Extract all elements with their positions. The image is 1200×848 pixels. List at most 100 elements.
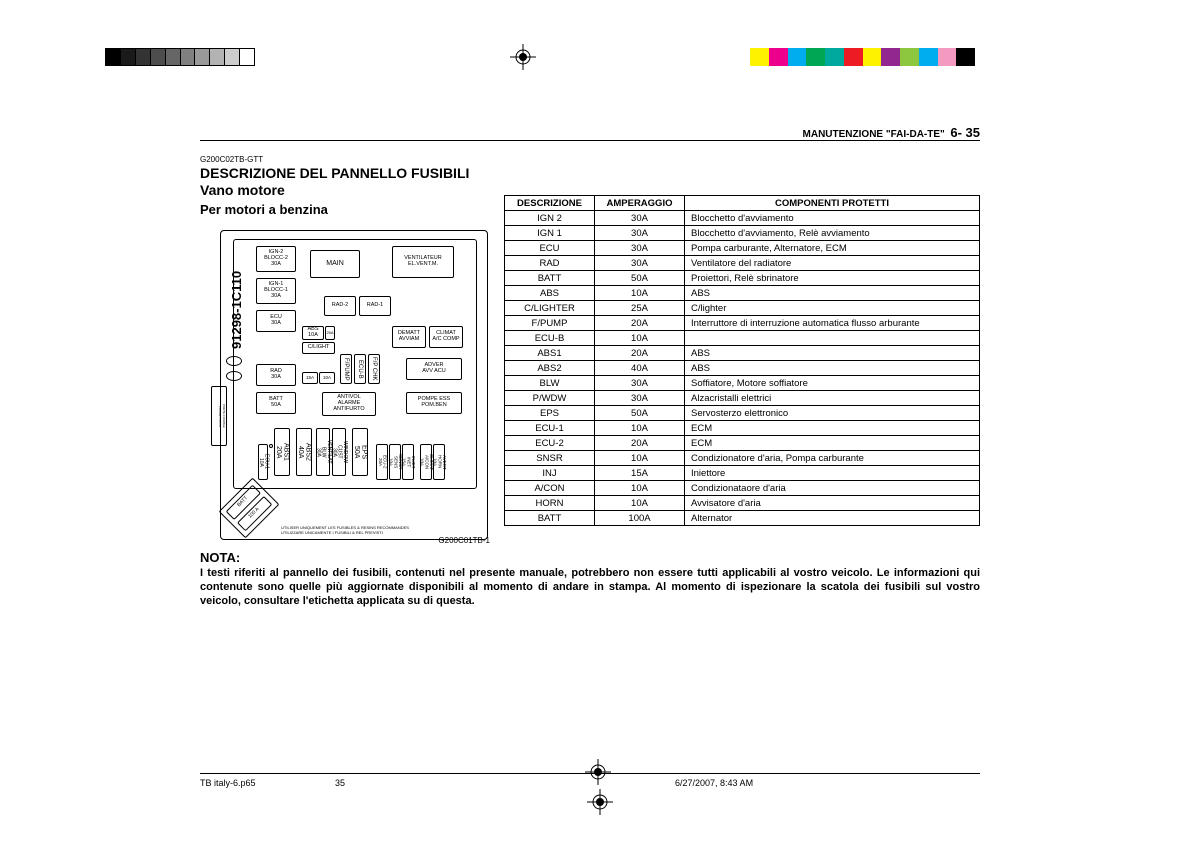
cell-descrizione: C/LIGHTER [505,301,595,316]
reference-code: G200C02TB-GTT [200,155,263,164]
printer-marks-top [0,38,1200,78]
cell-descrizione: SNSR [505,451,595,466]
cell-descrizione: BATT [505,271,595,286]
col-descrizione: DESCRIZIONE [505,196,595,211]
color-swatch [825,48,844,66]
table-row: ABS10AABS [505,286,980,301]
color-swatch [844,48,863,66]
cell-descrizione: F/PUMP [505,316,595,331]
cell-amperaggio: 30A [595,256,685,271]
engine-subtitle: Per motori a benzina [200,202,328,217]
fuse-climat: CLIMATA/C COMP [429,326,463,348]
footer-filename: TB italy-6.p65 [200,778,256,788]
color-swatch [938,48,957,66]
cell-amperaggio: 20A [595,316,685,331]
nota-body: I testi riferiti al pannello dei fusibil… [200,567,980,608]
cell-descrizione: INJ [505,466,595,481]
spare-fuse-holder: PORTE FUSIBLEPOSSETTA PO [211,386,227,446]
cell-descrizione: ABS1 [505,346,595,361]
color-swatch [769,48,788,66]
table-header-row: DESCRIZIONE AMPERAGGIO COMPONENTI PROTET… [505,196,980,211]
table-row: INJ15AIniettore [505,466,980,481]
cell-descrizione: EPS [505,406,595,421]
grayscale-calibration-strip [105,48,255,66]
cell-componenti: Alternator [685,511,980,526]
fuse-abs1: ABS120A [274,428,290,476]
registration-mark-icon [587,789,613,815]
gray-swatch [165,48,180,66]
table-row: F/PUMP20AInterruttore di interruzione au… [505,316,980,331]
cell-componenti: Alzacristalli elettrici [685,391,980,406]
fuse-fpchk: F/P CHK [368,354,380,384]
section-label: MANUTENZIONE "FAI-DA-TE" [803,129,945,140]
fuse-batt50: BATT50A [256,392,296,414]
table-row: BLW30ASoffiatore, Motore soffiatore [505,376,980,391]
cell-componenti: Soffiatore, Motore soffiatore [685,376,980,391]
color-swatch [881,48,900,66]
color-swatch [806,48,825,66]
cell-amperaggio: 30A [595,211,685,226]
cell-componenti: C/lighter [685,301,980,316]
cell-componenti: Blocchetto d'avviamento [685,211,980,226]
gray-swatch [239,48,255,66]
cell-componenti: ABS [685,361,980,376]
page-footer: TB italy-6.p65 35 6/27/2007, 8:43 AM [200,773,980,778]
color-swatch [788,48,807,66]
cell-descrizione: IGN 2 [505,211,595,226]
cell-componenti [685,331,980,346]
fuse-abs10: ABS10A [302,326,324,340]
fusebox-outer-frame: 91298-1C110 IGN-2BLOCC-230A IGN-1BLOCC-1… [220,230,488,540]
fuse-rad1: RAD-1 [359,296,391,316]
fuse-ecu2: ECU-220A [376,444,388,480]
footer-pagenum: 35 [335,778,345,788]
fuse-acon: CLIMATA/CON10A [420,444,432,480]
fuse-ventilateur: VENTILATEUREL.VENT.M. [392,246,454,278]
table-row: A/CON10ACondizionataore d'aria [505,481,980,496]
fuse-ecub: ECU-B [354,354,366,384]
gray-swatch [209,48,224,66]
cell-componenti: Servosterzo elettronico [685,406,980,421]
fuse-10a: 10A [319,372,335,384]
fuse-snsr: SENSRSENS10A [389,444,401,480]
fuse-vent30: VENTILATBLW30A [316,428,330,476]
table-row: ECU-B10A [505,331,980,346]
fuse-panel-diagram: 91298-1C110 IGN-2BLOCC-230A IGN-1BLOCC-1… [200,228,490,543]
cell-amperaggio: 20A [595,346,685,361]
diagram-caption: G200C01TB-1 [438,536,490,545]
cell-descrizione: ABS2 [505,361,595,376]
warning-line2: UTILIZZARE UNICAMENTE I FUSIBILI & REL P… [281,530,383,535]
cell-componenti: ABS [685,346,980,361]
table-row: ECU-220AECM [505,436,980,451]
cell-amperaggio: 10A [595,331,685,346]
table-row: HORN10AAvvisatore d'aria [505,496,980,511]
fuse-rad: RAD30A [256,364,296,386]
color-calibration-strip [750,48,975,66]
cell-amperaggio: 30A [595,391,685,406]
cell-amperaggio: 10A [595,481,685,496]
cell-descrizione: ECU-B [505,331,595,346]
cell-amperaggio: 40A [595,361,685,376]
color-swatch [900,48,919,66]
table-row: BATT50AProiettori, Relè sbrinatore [505,271,980,286]
fuse-eps: EPS50A [352,428,368,476]
table-row: SNSR10ACondizionatore d'aria, Pompa carb… [505,451,980,466]
cell-amperaggio: 15A [595,466,685,481]
cell-componenti: Iniettore [685,466,980,481]
table-row: BATT100AAlternator [505,511,980,526]
cell-descrizione: RAD [505,256,595,271]
cell-amperaggio: 100A [595,511,685,526]
cell-descrizione: BLW [505,376,595,391]
diagram-warning-text: UTILISER UNIQUEMENT LES FUSIBLES & RESIN… [281,526,409,535]
table-row: ECU30APompa carburante, Alternatore, ECM [505,241,980,256]
cell-descrizione: ECU-2 [505,436,595,451]
cell-componenti: Ventilatore del radiatore [685,256,980,271]
header-rule [200,140,980,141]
fuse-ecu1: ECU-110A [258,444,268,480]
cell-componenti: Condizionatore d'aria, Pompa carburante [685,451,980,466]
sub-title: Vano motore [200,182,285,198]
fuse-inj: INJETINET15A [402,444,414,480]
cell-componenti: Avvisatore d'aria [685,496,980,511]
fuse-table: DESCRIZIONE AMPERAGGIO COMPONENTI PROTET… [504,195,980,526]
page-header-right: MANUTENZIONE "FAI-DA-TE" 6- 35 [803,125,980,140]
gray-swatch [120,48,135,66]
